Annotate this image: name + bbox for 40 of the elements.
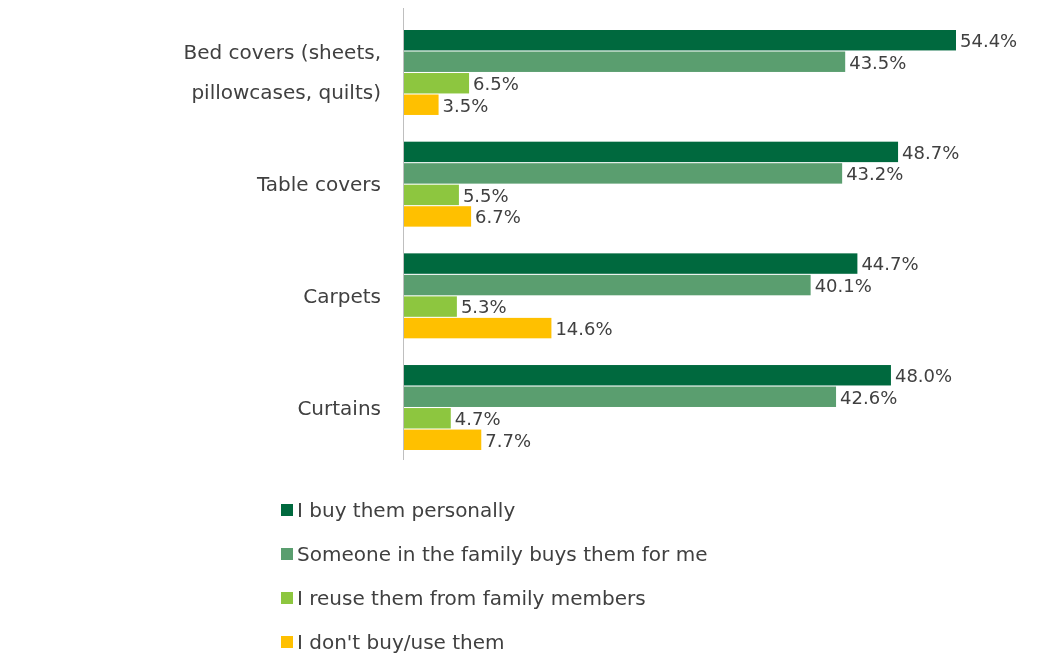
bar (403, 206, 472, 227)
data-label: 54.4% (960, 30, 1018, 52)
data-label: 42.6% (840, 386, 898, 408)
bar (403, 30, 956, 51)
legend-label: I don't buy/use them (297, 630, 505, 654)
y-tick-label: Table covers (255, 172, 381, 197)
bar (403, 253, 858, 274)
bar (403, 408, 451, 429)
y-tick-label: Curtains (297, 395, 381, 420)
bar (403, 184, 459, 206)
y-tick-label: Bed covers (sheets, pillowcases, quilts) (183, 40, 381, 105)
bar (403, 274, 811, 296)
legend-label: I buy them personally (297, 498, 516, 522)
bar (403, 73, 470, 94)
bar (403, 51, 846, 72)
data-label: 3.5% (442, 94, 489, 116)
data-label: 14.6% (555, 317, 613, 339)
bar (403, 386, 837, 407)
data-label: 40.1% (814, 274, 872, 296)
bar (403, 163, 843, 184)
data-label: 48.7% (902, 141, 960, 163)
bar (403, 141, 899, 163)
bar (403, 317, 552, 339)
bar (403, 365, 891, 386)
data-label: 4.7% (454, 408, 501, 430)
y-tick-label: Carpets (303, 283, 381, 308)
bar (403, 94, 439, 115)
data-label: 48.0% (894, 365, 953, 387)
data-label: 43.2% (846, 163, 904, 185)
bar (403, 429, 482, 450)
legend-label: I reuse them from family members (297, 586, 646, 610)
data-label: 7.7% (485, 429, 532, 451)
data-label: 5.5% (462, 184, 509, 206)
data-label: 44.7% (861, 253, 919, 275)
data-label: 6.5% (473, 73, 519, 95)
data-label: 6.7% (475, 206, 521, 228)
data-label: 5.3% (460, 296, 507, 318)
data-label: 43.5% (849, 51, 907, 73)
legend-label: Someone in the family buys them for me (297, 542, 708, 566)
bar (403, 296, 457, 317)
